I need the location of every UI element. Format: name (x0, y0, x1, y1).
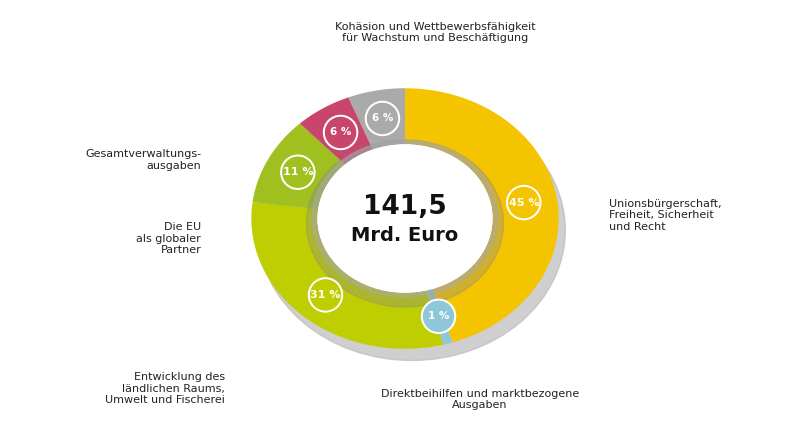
Polygon shape (251, 202, 443, 349)
Polygon shape (405, 88, 559, 343)
Circle shape (310, 280, 340, 310)
Circle shape (365, 101, 399, 135)
Text: Kohäsion und Wettbewerbsfähigkeit
für Wachstum und Beschäftigung: Kohäsion und Wettbewerbsfähigkeit für Wa… (335, 21, 535, 43)
Circle shape (424, 301, 454, 331)
Text: 31 %: 31 % (310, 290, 341, 300)
Polygon shape (427, 288, 453, 345)
Text: Mrd. Euro: Mrd. Euro (352, 225, 458, 245)
Text: Die EU
als globaler
Partner: Die EU als globaler Partner (137, 222, 201, 255)
Ellipse shape (318, 145, 492, 292)
Polygon shape (300, 97, 373, 165)
Circle shape (509, 187, 539, 218)
Circle shape (326, 118, 356, 148)
Text: 6 %: 6 % (372, 114, 393, 123)
Ellipse shape (318, 145, 492, 292)
Ellipse shape (258, 100, 565, 361)
Polygon shape (253, 124, 346, 209)
Text: Gesamtverwaltungs-
ausgaben: Gesamtverwaltungs- ausgaben (85, 149, 201, 171)
Text: Entwicklung des
ländlichen Raums,
Umwelt und Fischerei: Entwicklung des ländlichen Raums, Umwelt… (104, 372, 224, 406)
Circle shape (309, 278, 343, 312)
Circle shape (421, 299, 455, 333)
Ellipse shape (313, 140, 497, 297)
Text: 1 %: 1 % (428, 311, 450, 321)
Text: Direktbeihilfen und marktbezogene
Ausgaben: Direktbeihilfen und marktbezogene Ausgab… (381, 389, 579, 410)
Text: 141,5: 141,5 (363, 194, 447, 220)
Text: Unionsbürgerschaft,
Freiheit, Sicherheit
und Recht: Unionsbürgerschaft, Freiheit, Sicherheit… (609, 198, 722, 232)
Circle shape (281, 155, 315, 189)
Circle shape (283, 157, 313, 187)
Text: 11 %: 11 % (283, 167, 313, 177)
Circle shape (507, 186, 541, 220)
Ellipse shape (325, 157, 498, 304)
Text: 45 %: 45 % (509, 198, 539, 208)
Polygon shape (348, 88, 405, 150)
Circle shape (368, 104, 398, 133)
Circle shape (323, 115, 357, 149)
Text: 6 %: 6 % (330, 128, 352, 138)
Ellipse shape (306, 140, 504, 307)
